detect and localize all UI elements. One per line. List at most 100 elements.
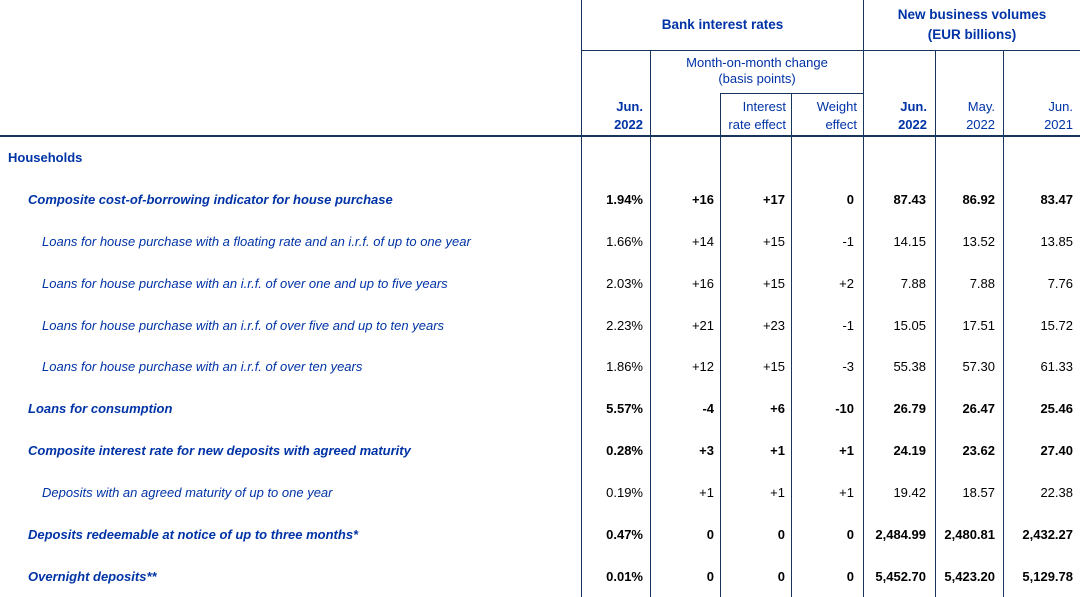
col-header-jun-2022-volume: Jun. 2022: [863, 94, 935, 134]
cell-value: 7.88: [900, 275, 926, 291]
col-header-line: Jun.: [1048, 99, 1073, 114]
col-header-line: 2021: [1044, 117, 1073, 132]
cell-value: +1: [839, 443, 854, 459]
cell-value: 2,480.81: [944, 526, 995, 542]
cell-value: 22.38: [1040, 484, 1073, 500]
cell-value: -10: [835, 401, 854, 417]
cell-value: 0: [777, 526, 785, 542]
header-month-on-month-change: Month-on-month change (basis points): [651, 52, 863, 90]
cell-value: 26.79: [893, 401, 926, 417]
cell-value: 0: [846, 526, 854, 542]
cell-value: +1: [770, 443, 785, 459]
col-header-line: Jun.: [616, 99, 643, 114]
table-row: Loans for house purchase with an i.r.f. …: [0, 346, 1080, 388]
cell-value: +21: [691, 317, 714, 333]
cell-value: 0: [846, 568, 854, 584]
col-header-may-2022-volume: May. 2022: [935, 94, 1003, 134]
table-row: Composite cost-of-borrowing indicator fo…: [0, 179, 1080, 221]
row-label: Loans for consumption: [28, 401, 173, 417]
cell-value: 2.23%: [606, 317, 643, 333]
cell-value: 13.52: [962, 234, 995, 250]
header-new-business-volumes-line2: (EUR billions): [927, 27, 1017, 42]
gridline-v-mom: [650, 50, 651, 597]
cell-value: +1: [699, 484, 714, 500]
header-month-on-month-change-line1: Month-on-month change: [686, 55, 828, 70]
cell-value: 2,432.27: [1022, 526, 1073, 542]
cell-value: 1.94%: [606, 192, 643, 208]
cell-value: 55.38: [893, 359, 926, 375]
row-label: Composite interest rate for new deposits…: [28, 443, 411, 459]
cell-value: 13.85: [1040, 234, 1073, 250]
row-label: Overnight deposits**: [28, 568, 157, 584]
col-header-line: effect: [825, 117, 857, 132]
cell-value: 19.42: [893, 484, 926, 500]
gridline-v-weight-effect: [791, 93, 792, 597]
cell-value: +16: [691, 192, 714, 208]
cell-value: 17.51: [962, 317, 995, 333]
cell-value: 0.01%: [606, 568, 643, 584]
col-header-line: 2022: [898, 117, 927, 132]
table-row: Households: [0, 137, 1080, 179]
table-row: Overnight deposits** 0.01% 0 0 0 5,452.70 5,42…: [0, 555, 1080, 597]
cell-value: 2.03%: [606, 275, 643, 291]
gridline-h-effect-box-top: [720, 93, 863, 94]
cell-value: 0: [706, 526, 714, 542]
cell-value: 0.19%: [606, 484, 643, 500]
row-label: Loans for house purchase with an i.r.f. …: [42, 359, 363, 375]
col-header-interest-rate-effect: Interest rate effect: [720, 94, 791, 134]
cell-value: +2: [839, 275, 854, 291]
cell-value: +14: [691, 234, 714, 250]
cell-value: -1: [842, 317, 854, 333]
table-row: Loans for house purchase with a floating…: [0, 221, 1080, 263]
cell-value: 7.88: [969, 275, 995, 291]
cell-value: 57.30: [962, 359, 995, 375]
cell-value: +1: [839, 484, 854, 500]
col-header-jun-2022-rate: Jun. 2022: [581, 94, 650, 134]
cell-value: +15: [762, 359, 785, 375]
cell-value: 5,452.70: [875, 568, 926, 584]
cell-value: 14.15: [893, 234, 926, 250]
col-header-line: rate effect: [728, 117, 786, 132]
cell-value: +1: [770, 484, 785, 500]
table-row: Deposits with an agreed maturity of up t…: [0, 472, 1080, 514]
gridline-h-under-groups: [581, 50, 1080, 51]
row-label: Households: [8, 150, 83, 166]
cell-value: 0: [777, 568, 785, 584]
col-header-line: May.: [967, 99, 995, 114]
gridline-v-jun-2021: [1003, 50, 1004, 597]
table-row: Loans for house purchase with an i.r.f. …: [0, 304, 1080, 346]
cell-value: 0: [706, 568, 714, 584]
gridline-v-may-2022: [935, 50, 936, 597]
col-header-jun-2021-volume: Jun. 2021: [1003, 94, 1080, 134]
header-new-business-volumes-line1: New business volumes: [897, 7, 1047, 22]
cell-value: 27.40: [1040, 443, 1073, 459]
cell-value: 87.43: [893, 192, 926, 208]
table-row: Loans for house purchase with an i.r.f. …: [0, 262, 1080, 304]
col-header-line: Weight: [816, 99, 857, 114]
row-label: Deposits redeemable at notice of up to t…: [28, 526, 359, 542]
row-label: Loans for house purchase with a floating…: [42, 234, 471, 250]
cell-value: 1.66%: [606, 234, 643, 250]
col-header-line: 2022: [966, 117, 995, 132]
gridline-h-header-separator: [0, 135, 1080, 137]
cell-value: 18.57: [962, 484, 995, 500]
header-bank-interest-rates: Bank interest rates: [661, 17, 784, 32]
cell-value: 0: [846, 192, 854, 208]
cell-value: 86.92: [962, 192, 995, 208]
table-row: Loans for consumption 5.57% -4 +6 -10 26.79 26…: [0, 388, 1080, 430]
cell-value: 83.47: [1040, 192, 1073, 208]
col-header-line: Interest: [742, 99, 786, 114]
cell-value: 7.76: [1047, 275, 1073, 291]
table-row: Deposits redeemable at notice of up to t…: [0, 513, 1080, 555]
cell-value: 25.46: [1040, 401, 1073, 417]
cell-value: +15: [762, 234, 785, 250]
col-header-weight-effect: Weight effect: [791, 94, 863, 134]
cell-value: -1: [842, 234, 854, 250]
cell-value: 1.86%: [606, 359, 643, 375]
cell-value: +3: [699, 443, 714, 459]
cell-value: +17: [762, 192, 785, 208]
row-label: Composite cost-of-borrowing indicator fo…: [28, 192, 393, 208]
cell-value: +16: [691, 275, 714, 291]
cell-value: +23: [762, 317, 785, 333]
